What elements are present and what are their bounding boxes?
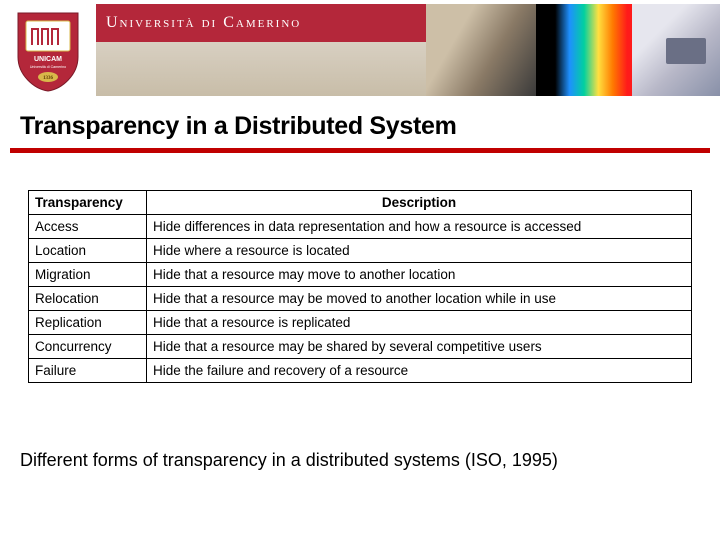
transparency-table-wrap: Transparency Description Access Hide dif… xyxy=(28,190,692,383)
banner-photo-students xyxy=(426,4,536,96)
banner-photo-strip xyxy=(426,4,720,96)
cell-transparency: Location xyxy=(29,239,147,263)
cell-description: Hide differences in data representation … xyxy=(147,215,692,239)
cell-transparency: Replication xyxy=(29,311,147,335)
cell-transparency: Concurrency xyxy=(29,335,147,359)
svg-text:UNICAM: UNICAM xyxy=(34,56,62,63)
university-name: Università di Camerino xyxy=(106,14,301,32)
title-underline xyxy=(10,148,710,153)
table-row: Failure Hide the failure and recovery of… xyxy=(29,359,692,383)
table-header-transparency: Transparency xyxy=(29,191,147,215)
cell-description: Hide that a resource may be shared by se… xyxy=(147,335,692,359)
cell-description: Hide that a resource is replicated xyxy=(147,311,692,335)
table-header-row: Transparency Description xyxy=(29,191,692,215)
table-row: Migration Hide that a resource may move … xyxy=(29,263,692,287)
table-header-description: Description xyxy=(147,191,692,215)
transparency-table: Transparency Description Access Hide dif… xyxy=(28,190,692,383)
banner-photo-laptop xyxy=(632,4,720,96)
svg-text:Università di Camerino: Università di Camerino xyxy=(30,65,66,69)
university-name-bar: Università di Camerino xyxy=(96,4,426,42)
svg-text:1336: 1336 xyxy=(43,76,54,81)
banner-photo-spectrum xyxy=(536,4,632,96)
table-row: Relocation Hide that a resource may be m… xyxy=(29,287,692,311)
table-caption: Different forms of transparency in a dis… xyxy=(20,450,558,471)
banner-texture-strip xyxy=(96,42,426,96)
cell-transparency: Failure xyxy=(29,359,147,383)
table-row: Access Hide differences in data represen… xyxy=(29,215,692,239)
table-row: Concurrency Hide that a resource may be … xyxy=(29,335,692,359)
cell-description: Hide that a resource may move to another… xyxy=(147,263,692,287)
page-title: Transparency in a Distributed System xyxy=(20,112,457,141)
cell-transparency: Relocation xyxy=(29,287,147,311)
cell-description: Hide where a resource is located xyxy=(147,239,692,263)
header-banner: UNICAM Università di Camerino 1336 Unive… xyxy=(0,0,720,100)
cell-transparency: Access xyxy=(29,215,147,239)
cell-description: Hide that a resource may be moved to ano… xyxy=(147,287,692,311)
university-shield: UNICAM Università di Camerino 1336 xyxy=(0,0,96,100)
table-row: Replication Hide that a resource is repl… xyxy=(29,311,692,335)
cell-transparency: Migration xyxy=(29,263,147,287)
cell-description: Hide the failure and recovery of a resou… xyxy=(147,359,692,383)
shield-icon: UNICAM Università di Camerino 1336 xyxy=(14,11,82,93)
table-row: Location Hide where a resource is locate… xyxy=(29,239,692,263)
